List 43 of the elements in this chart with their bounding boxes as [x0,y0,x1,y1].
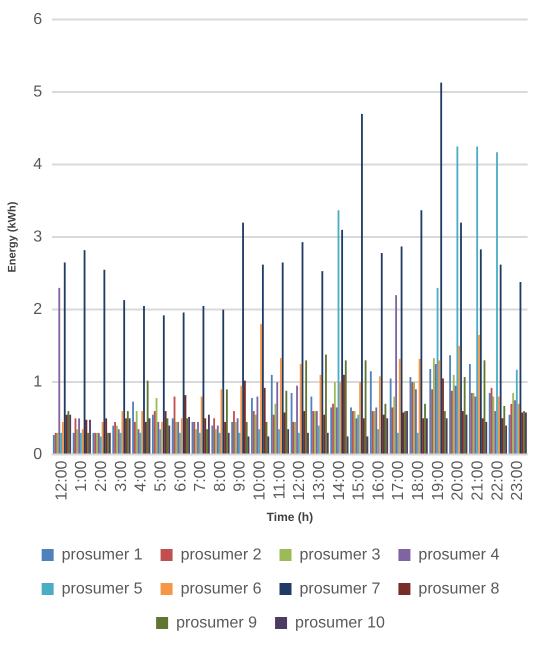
legend-label: prosumer 2 [180,546,262,564]
legend-label: prosumer 6 [180,580,262,598]
x-tick-label: 12:00 [53,460,70,501]
y-tick-label: 4 [33,156,42,173]
x-tick-label: 20:00 [450,460,467,501]
x-tick-label: 6:00 [172,460,190,492]
x-tick-label: 13:00 [310,460,328,501]
x-axis-title: Time (h) [266,510,314,524]
x-tick-label: 5:00 [152,460,170,492]
x-tick-label: 21:00 [469,460,486,501]
x-tick-label: 11:00 [271,460,288,500]
x-tick-label: 14:00 [330,460,348,501]
x-tick-label: 9:00 [232,460,249,492]
y-tick-label: 2 [33,300,42,318]
legend-label: prosumer 7 [300,580,381,598]
y-tick-label: 6 [33,11,42,28]
x-tick-label: 2:00 [93,460,110,492]
legend-label: prosumer 8 [418,580,500,598]
y-tick-label: 3 [33,228,42,246]
x-tick-label: 10:00 [252,460,269,501]
x-tick-label: 19:00 [430,460,447,501]
x-tick-label: 7:00 [192,460,210,492]
x-tick-label: 4:00 [132,460,150,492]
legend-label: prosumer 5 [62,580,143,598]
x-tick-label: 8:00 [212,460,229,492]
y-tick-label: 0 [33,446,42,463]
x-tick-label: 18:00 [410,460,428,501]
y-axis-title: Energy (kWh) [6,201,19,273]
x-tick-label: 1:00 [73,460,90,492]
legend-label: prosumer 9 [176,614,258,632]
legend-label: prosumer 10 [295,614,385,632]
y-tick-label: 1 [33,373,42,390]
legend-label: prosumer 4 [418,546,500,564]
x-tick-label: 23:00 [509,460,526,501]
x-tick-label: 17:00 [390,460,408,501]
x-tick-label: 12:00 [291,460,308,501]
x-tick-label: 3:00 [112,460,130,492]
x-tick-label: 22:00 [489,460,506,501]
legend-label: prosumer 3 [300,546,381,564]
x-tick-label: 16:00 [370,460,388,501]
legend-label: prosumer 1 [62,546,143,564]
x-tick-label: 15:00 [350,460,368,501]
y-tick-label: 5 [33,84,42,100]
